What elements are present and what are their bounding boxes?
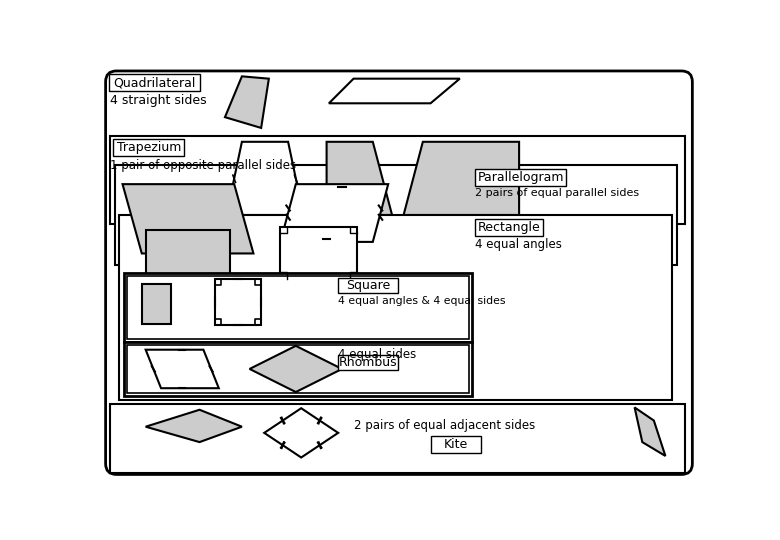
Bar	[431, 436, 481, 453]
Polygon shape	[329, 79, 460, 103]
Polygon shape	[225, 76, 269, 128]
Text: 1 pair of opposite parallel sides: 1 pair of opposite parallel sides	[110, 159, 296, 172]
Text: 4 straight sides: 4 straight sides	[110, 94, 207, 107]
Bar	[146, 231, 230, 275]
Text: Square: Square	[346, 279, 390, 292]
Text: Trapezium: Trapezium	[116, 141, 181, 154]
Bar	[339, 278, 399, 294]
Bar	[124, 342, 472, 396]
Bar	[142, 284, 171, 325]
Bar	[119, 215, 672, 400]
Polygon shape	[264, 408, 339, 457]
Polygon shape	[146, 350, 219, 388]
Polygon shape	[122, 184, 254, 253]
Text: 4 equal sides: 4 equal sides	[339, 348, 417, 361]
Bar	[127, 276, 469, 339]
Text: Parallelogram: Parallelogram	[477, 171, 564, 184]
Text: 4 equal angles: 4 equal angles	[475, 238, 562, 251]
Polygon shape	[327, 142, 392, 215]
Bar	[475, 168, 566, 186]
Text: Kite: Kite	[444, 438, 468, 451]
Bar	[115, 165, 677, 265]
Polygon shape	[403, 142, 519, 215]
Bar	[108, 74, 200, 91]
Polygon shape	[146, 410, 242, 442]
Text: Quadrilateral: Quadrilateral	[113, 76, 195, 89]
Bar	[113, 139, 184, 156]
Polygon shape	[226, 142, 303, 215]
Text: 4 equal angles & 4 equal sides: 4 equal angles & 4 equal sides	[339, 296, 505, 306]
Bar	[339, 355, 399, 370]
Text: Rectangle: Rectangle	[477, 221, 541, 234]
Bar	[215, 279, 261, 325]
FancyBboxPatch shape	[105, 71, 693, 475]
Bar	[127, 345, 469, 393]
Polygon shape	[250, 346, 342, 392]
Text: Rhombus: Rhombus	[339, 356, 398, 369]
Text: 2 pairs of equal adjacent sides: 2 pairs of equal adjacent sides	[353, 419, 535, 432]
Bar	[280, 226, 357, 279]
Polygon shape	[635, 408, 665, 456]
Bar	[475, 219, 543, 236]
Text: 2 pairs of equal parallel sides: 2 pairs of equal parallel sides	[475, 188, 640, 198]
Bar	[124, 273, 472, 342]
Bar	[110, 403, 685, 473]
Bar	[110, 136, 685, 224]
Polygon shape	[280, 184, 388, 242]
